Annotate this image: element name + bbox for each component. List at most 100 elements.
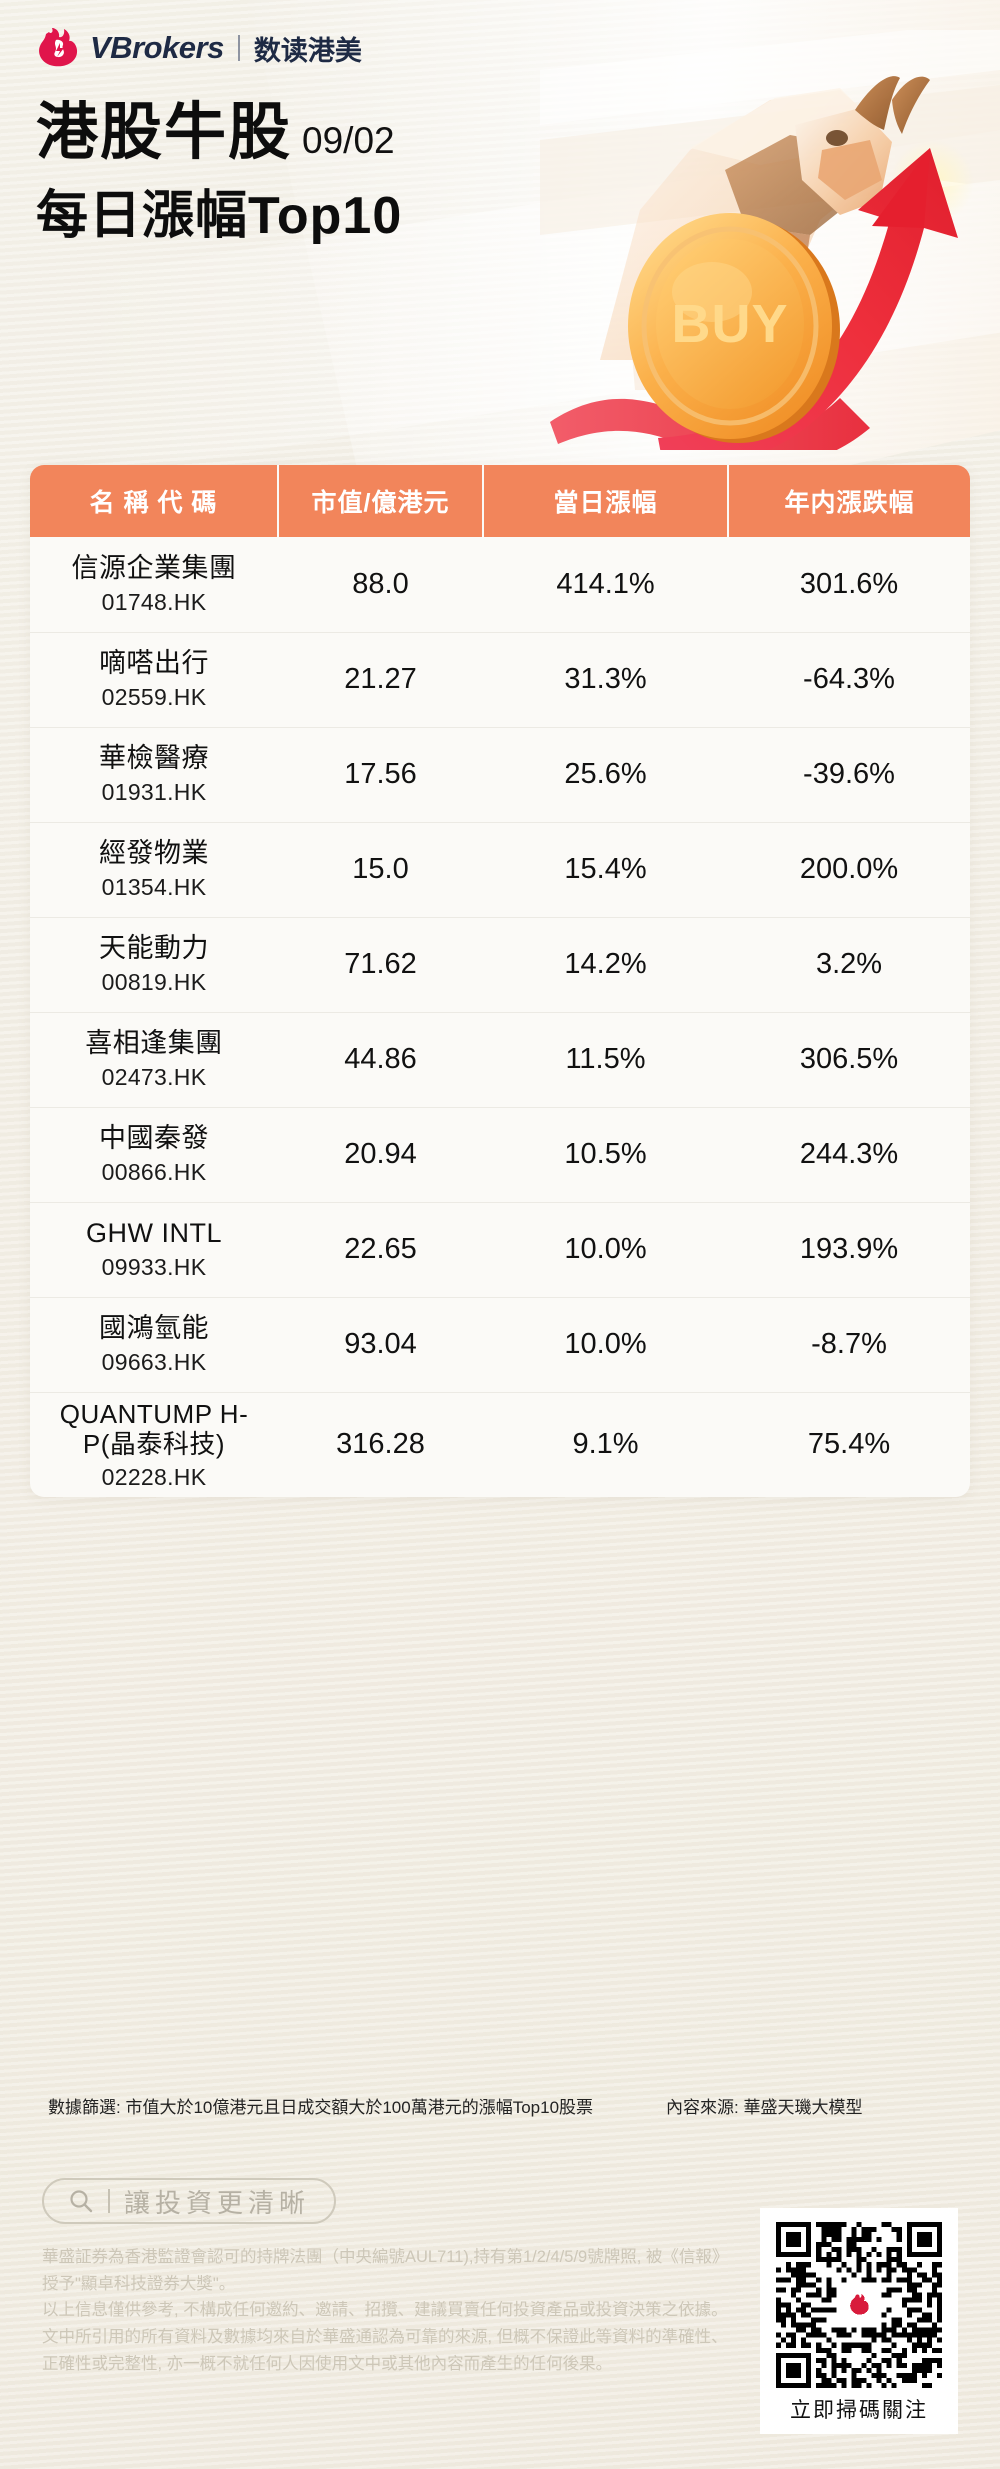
table-row: GHW INTL 09933.HK 22.65 10.0% 193.9% <box>30 1202 970 1298</box>
cell-name: GHW INTL 09933.HK <box>30 1202 278 1298</box>
cell-ytd-change: -39.6% <box>728 727 970 823</box>
cell-ytd-change: -8.7% <box>728 1297 970 1393</box>
footnote-filter: 數據篩選: 市值大於10億港元且日成交額大於100萬港元的漲幅Top10股票 <box>48 2098 594 2117</box>
cell-name: 經發物業 01354.HK <box>30 822 278 918</box>
brand-divider <box>237 35 240 61</box>
cell-name: QUANTUMP H-P(晶泰科技) 02228.HK <box>30 1392 278 1497</box>
stock-code: 02228.HK <box>101 1463 207 1490</box>
bull-icon <box>600 76 930 400</box>
cell-ytd-change: 301.6% <box>728 537 970 633</box>
stock-code: 01748.HK <box>101 588 207 615</box>
cell-name: 天能動力 00819.HK <box>30 917 278 1013</box>
cell-day-change: 14.2% <box>483 917 728 1013</box>
buy-coin: BUY <box>628 213 840 443</box>
stock-code: 00819.HK <box>101 968 207 995</box>
cell-name: 喜相逢集團 02473.HK <box>30 1012 278 1108</box>
table-row: 中國秦發 00866.HK 20.94 10.5% 244.3% <box>30 1107 970 1203</box>
stock-name: 中國秦發 <box>99 1123 209 1154</box>
table-row: 喜相逢集團 02473.HK 44.86 11.5% 306.5% <box>30 1012 970 1108</box>
stock-code: 09663.HK <box>101 1348 207 1375</box>
disclaimer-line-1: 華盛証券為香港監證會認可的持牌法團（中央編號AUL711),持有第1/2/4/5… <box>42 2248 729 2293</box>
cell-name: 中國秦發 00866.HK <box>30 1107 278 1203</box>
cell-day-change: 11.5% <box>483 1012 728 1108</box>
table-header-row: 名 稱 代 碼 市值/億港元 當日漲幅 年内漲跌幅 <box>30 465 970 537</box>
col-header-marketcap: 市值/億港元 <box>278 465 484 537</box>
stock-code: 02559.HK <box>101 683 207 710</box>
footnote: 數據篩選: 市值大於10億港元且日成交額大於100萬港元的漲幅Top10股票 內… <box>48 2096 953 2121</box>
slogan-text: 讓投資更清晰 <box>124 2187 311 2218</box>
red-ribbon <box>550 398 870 467</box>
hero-illustration: BUY <box>540 20 1000 470</box>
hero-svg: BUY <box>540 20 1000 470</box>
slogan-pill: 讓投資更清晰 <box>42 2178 337 2224</box>
table-row: 華檢醫療 01931.HK 17.56 25.6% -39.6% <box>30 727 970 823</box>
cell-day-change: 10.0% <box>483 1297 728 1393</box>
cell-marketcap: 22.65 <box>278 1202 483 1298</box>
up-arrow-icon <box>658 148 958 470</box>
ranking-card: 名 稱 代 碼 市值/億港元 當日漲幅 年内漲跌幅 信源企業集團 01748.HK… <box>30 465 970 1497</box>
cell-ytd-change: -64.3% <box>728 632 970 728</box>
cell-name: 信源企業集團 01748.HK <box>30 537 278 633</box>
stock-name: 華檢醫療 <box>99 743 209 774</box>
stock-name: 經發物業 <box>99 838 209 869</box>
cell-marketcap: 316.28 <box>336 1428 425 1461</box>
brand-wordmark: VBrokers <box>90 30 224 65</box>
footnote-source: 內容來源: 華盛天璣大模型 <box>666 2098 863 2117</box>
cell-ytd-change: 3.2% <box>728 917 970 1013</box>
table-row: 信源企業集團 01748.HK 88.0 414.1% 301.6% <box>30 537 970 633</box>
cell-ytd-change: 244.3% <box>728 1107 970 1203</box>
stock-code: 00866.HK <box>101 1158 207 1185</box>
cell-ytd-change: 200.0% <box>728 822 970 918</box>
stock-name: 信源企業集團 <box>71 552 237 583</box>
page-title: 港股牛股 09/02 每日漲幅Top10 <box>36 98 403 248</box>
title-main: 港股牛股 <box>36 98 293 167</box>
ranking-table: 名 稱 代 碼 市值/億港元 當日漲幅 年内漲跌幅 信源企業集團 01748.HK… <box>30 465 970 1497</box>
table-row: 嘀嗒出行 02559.HK 21.27 31.3% -64.3% <box>30 632 970 728</box>
col-header-name: 名 稱 代 碼 <box>30 465 279 537</box>
cell-marketcap: 88.0 <box>278 537 483 633</box>
cell-marketcap: 44.86 <box>278 1012 483 1108</box>
stock-name: 喜相逢集團 <box>85 1028 223 1059</box>
qr-center-flame-icon <box>850 2293 869 2315</box>
title-subline: 每日漲幅Top10 <box>36 186 403 245</box>
table-row: 經發物業 01354.HK 15.0 15.4% 200.0% <box>30 822 970 918</box>
qr-block[interactable]: 立即掃碼關注 <box>760 2208 958 2434</box>
cell-day-change: 9.1% <box>572 1428 639 1461</box>
cell-ytd-change: 75.4% <box>807 1428 891 1461</box>
title-date: 09/02 <box>302 120 395 161</box>
cell-day-change: 31.3% <box>483 632 728 728</box>
coin-buy-label: BUY <box>671 294 788 354</box>
disclaimer-line-2: 以上信息僅供參考, 不構成任何邀約、邀請、招攬、建議買賣任何投資產品或投資決策之… <box>42 2301 728 2373</box>
cell-day-change: 10.5% <box>483 1107 728 1203</box>
search-icon <box>70 2190 93 2213</box>
cell-marketcap: 15.0 <box>278 822 483 918</box>
flame-logo-icon <box>39 28 78 67</box>
cell-day-change: 25.6% <box>483 727 728 823</box>
cell-name: 華檢醫療 01931.HK <box>30 727 278 823</box>
table-body: 信源企業集團 01748.HK 88.0 414.1% 301.6% 嘀嗒出行 02559.… <box>30 537 970 1497</box>
cell-marketcap: 93.04 <box>278 1297 483 1393</box>
table-row: 國鴻氫能 09663.HK 93.04 10.0% -8.7% <box>30 1297 970 1393</box>
qr-caption: 立即掃碼關注 <box>790 2399 928 2422</box>
qr-code-image[interactable] <box>776 2222 942 2388</box>
cell-name: 國鴻氫能 09663.HK <box>30 1297 278 1393</box>
brand-subtitle: 数读港美 <box>253 35 362 66</box>
cell-name: 嘀嗒出行 02559.HK <box>30 632 278 728</box>
cell-day-change: 10.0% <box>483 1202 728 1298</box>
stock-code: 09933.HK <box>101 1253 207 1280</box>
col-header-ytd-change: 年内漲跌幅 <box>728 465 970 537</box>
cell-day-change: 414.1% <box>483 537 728 633</box>
table-header: 名 稱 代 碼 市值/億港元 當日漲幅 年内漲跌幅 <box>30 465 970 537</box>
stock-code: 01931.HK <box>101 778 207 805</box>
table-row: 天能動力 00819.HK 71.62 14.2% 3.2% <box>30 917 970 1013</box>
title-row-1: 港股牛股 09/02 <box>36 98 402 167</box>
stock-name: 嘀嗒出行 <box>99 648 209 679</box>
cell-marketcap: 21.27 <box>278 632 483 728</box>
cell-ytd-change: 193.9% <box>728 1202 970 1298</box>
stock-name: QUANTUMP H-P(晶泰科技) <box>59 1398 249 1460</box>
stock-name: 天能動力 <box>99 933 209 964</box>
cell-day-change: 15.4% <box>483 822 728 918</box>
stock-name: 國鴻氫能 <box>99 1313 209 1344</box>
stock-name: GHW INTL <box>86 1218 222 1249</box>
